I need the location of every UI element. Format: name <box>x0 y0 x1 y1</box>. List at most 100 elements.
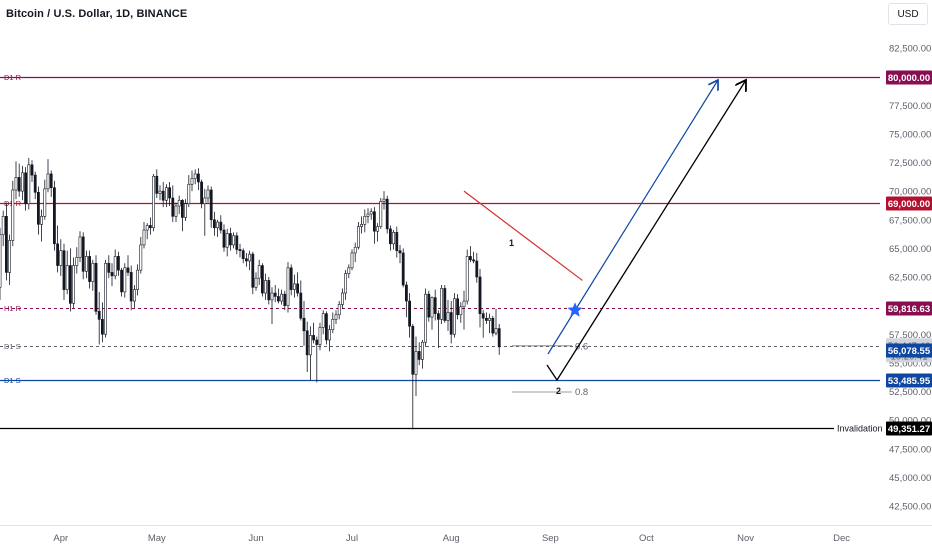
candle-body <box>88 256 92 282</box>
candle-body <box>91 262 95 282</box>
candle-body <box>369 211 373 215</box>
candle-body <box>350 252 354 269</box>
candle-body <box>424 293 428 343</box>
candle-body <box>404 284 408 302</box>
candle-body <box>232 235 236 246</box>
invalidation-label: Invalidation <box>837 424 883 434</box>
candle-body <box>328 329 332 341</box>
candle-body <box>187 183 191 205</box>
currency-selector[interactable]: USD <box>888 3 928 25</box>
candle-body <box>305 330 309 356</box>
candle-body <box>382 198 386 202</box>
candle-body <box>475 260 479 278</box>
support-price-badge <box>886 343 932 358</box>
candle-body <box>398 250 402 254</box>
candle-body <box>165 187 168 201</box>
candle-body <box>468 256 472 261</box>
x-tick-label: Jun <box>248 533 263 544</box>
candle-body <box>452 298 456 335</box>
candle-body <box>33 174 37 193</box>
candle-body <box>27 164 31 205</box>
price-badge <box>886 301 932 316</box>
candle-body <box>219 221 223 231</box>
x-tick-label: Nov <box>737 533 754 544</box>
candle-body <box>388 228 392 245</box>
candle-body <box>145 225 149 231</box>
candle-body <box>24 172 28 205</box>
wave-label-1: 1 <box>509 238 514 248</box>
candle-body <box>411 325 415 375</box>
candle-body <box>292 283 296 290</box>
candle-body <box>107 262 111 273</box>
chart-title: Bitcoin / U.S. Dollar, 1D, BINANCE <box>6 8 188 20</box>
candle-body <box>14 177 18 191</box>
candle-body <box>251 253 255 288</box>
candle-body <box>324 313 328 341</box>
y-tick-label: 52,500.00 <box>889 387 931 398</box>
candle-body <box>142 229 146 246</box>
candle-body <box>117 256 120 271</box>
candle-body <box>36 191 40 225</box>
y-tick-label: 70,000.00 <box>889 187 931 198</box>
candle-body <box>331 319 335 330</box>
candle-body <box>299 292 303 319</box>
candle-body <box>366 213 370 217</box>
candle-body <box>222 229 226 248</box>
candle-body <box>427 293 431 318</box>
candle-body <box>43 188 47 217</box>
candle-body <box>283 293 287 306</box>
candle-body <box>174 205 178 217</box>
candle-body <box>20 172 24 192</box>
candle-body <box>193 173 197 179</box>
candle-body <box>171 197 175 217</box>
candle-body <box>465 256 469 302</box>
y-tick-label: 77,500.00 <box>889 101 931 112</box>
candle-body <box>17 177 21 192</box>
candle-body <box>0 234 2 288</box>
fib-0-6-label: 0.6 <box>575 341 588 352</box>
candle-body <box>49 173 53 188</box>
candle-body <box>123 267 127 293</box>
trendline <box>463 190 583 281</box>
candle-body <box>78 236 82 258</box>
candle-body <box>417 351 421 360</box>
candle-body <box>126 267 130 273</box>
candle-body <box>213 219 216 229</box>
x-tick-label: Apr <box>53 533 68 544</box>
candle-body <box>497 328 501 348</box>
candle-body <box>395 232 399 251</box>
candle-body <box>296 283 300 294</box>
candle-body <box>363 216 367 225</box>
y-tick-label: 67,500.00 <box>889 215 931 226</box>
candle-body <box>270 292 274 301</box>
candle-body <box>385 198 389 230</box>
y-tick-label: 65,000.00 <box>889 244 931 255</box>
candle-body <box>353 246 357 254</box>
candle-body <box>139 244 143 271</box>
candle-body <box>30 164 34 176</box>
y-tick-label: 42,500.00 <box>889 502 931 513</box>
candle-body <box>248 253 252 262</box>
candle-body <box>81 236 85 272</box>
price-badge-text: 80,000.00 <box>888 73 930 84</box>
candle-body <box>264 280 268 294</box>
candle-body <box>481 313 485 319</box>
y-tick-label: 62,500.00 <box>889 273 931 284</box>
candle-body <box>59 250 63 266</box>
candle-body <box>379 201 383 227</box>
candle-body <box>340 292 344 305</box>
candle-body <box>52 187 56 245</box>
candle-body <box>190 178 194 185</box>
candle-body <box>254 277 258 288</box>
candle-body <box>110 272 114 277</box>
y-tick-label: 47,500.00 <box>889 444 931 455</box>
candle-body <box>62 250 66 290</box>
black-projection-path <box>546 80 746 382</box>
candle-body <box>280 293 284 302</box>
candle-body <box>494 328 498 334</box>
candle-body <box>177 199 181 207</box>
candle-body <box>75 257 79 266</box>
candle-body <box>392 232 396 245</box>
